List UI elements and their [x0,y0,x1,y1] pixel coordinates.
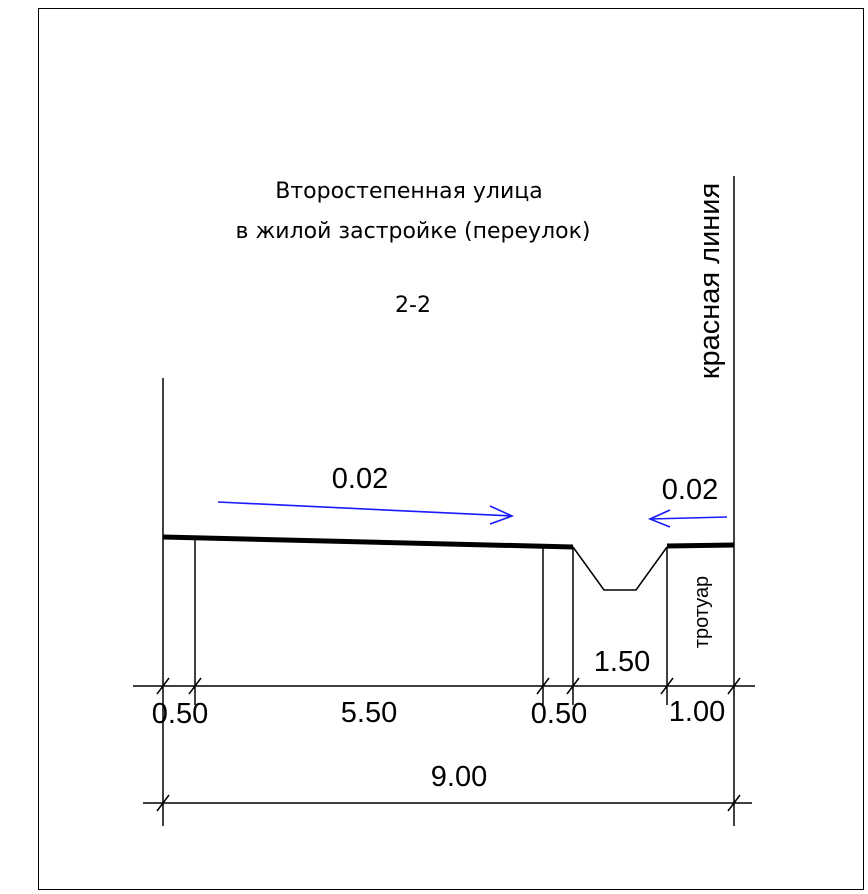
carriageway-profile [162,534,574,550]
dim-carriageway: 5.50 [341,697,397,729]
dimension-ticks-total [156,794,741,812]
slope-arrowhead-right [647,509,671,528]
title-line-2: в жилой застройке (переулок) [236,219,591,244]
sidewalk-profile [666,542,735,549]
dim-sidewalk: 1.00 [669,696,725,728]
sidewalk-label: тротуар [691,576,713,648]
slope-label-right: 0.02 [662,474,718,506]
slope-arrow-right [649,516,728,520]
slope-label-left: 0.02 [332,463,388,495]
slope-arrowhead-left [489,505,515,525]
title-line-1: Второстепенная улица [275,179,542,204]
drawing-frame [38,8,864,890]
dimension-ticks-segments [156,677,741,695]
red-line-label: красная линия [694,183,726,379]
dim-total: 9.00 [431,761,487,793]
dim-ditch: 1.50 [594,646,650,678]
slope-arrow-left [217,501,513,517]
ditch-profile [572,546,668,591]
dim-shoulder-left: 0.50 [152,698,208,730]
dim-shoulder-right: 0.50 [531,698,587,730]
section-mark: 2-2 [395,293,431,318]
